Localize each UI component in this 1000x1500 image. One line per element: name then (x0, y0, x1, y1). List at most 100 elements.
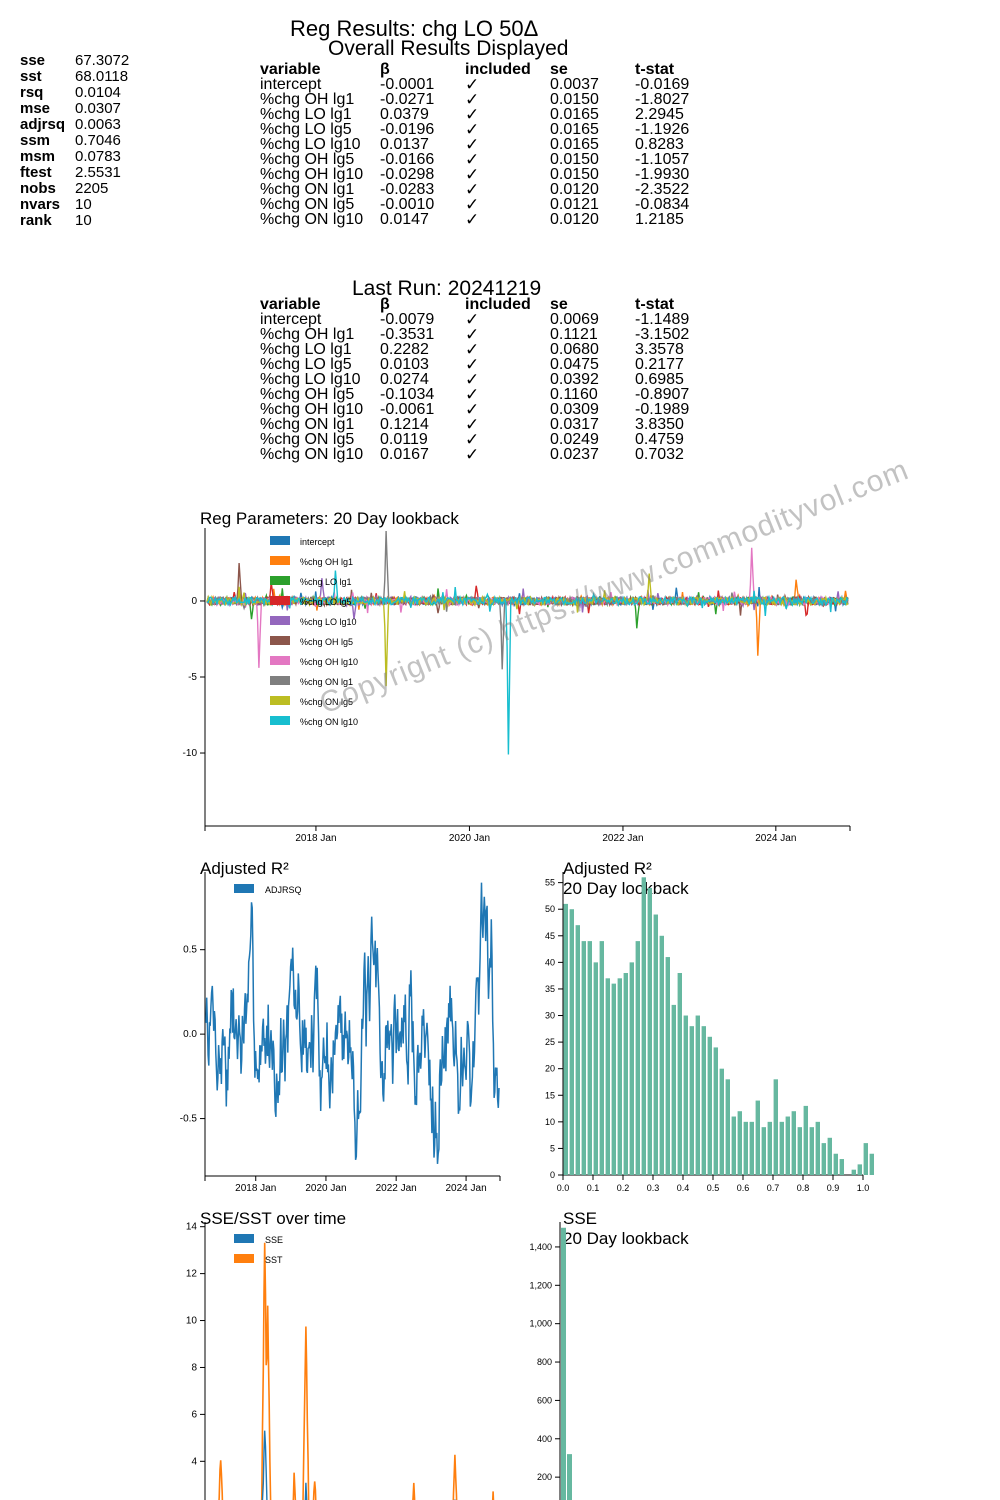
table-cell: %chg ON lg10 (260, 446, 364, 463)
histogram-bar (785, 1116, 790, 1175)
histogram-bar (839, 1159, 844, 1175)
legend-swatch (270, 596, 290, 605)
table-cell: 0.1121 (550, 326, 598, 343)
table-cell: -0.1034 (380, 386, 435, 403)
legend-swatch (270, 676, 290, 685)
table-cell: 0.4759 (635, 431, 684, 448)
last-run-title: Last Run: 20241219 (352, 277, 542, 300)
stat-key: ftest (20, 164, 52, 181)
tick-label: 10 (545, 1117, 555, 1127)
table-cell: β (380, 296, 390, 313)
adjr2-hist-title: Adjusted R² (563, 859, 652, 878)
tick-label: 0.5 (707, 1183, 720, 1193)
legend-label: %chg ON lg10 (300, 717, 358, 727)
tick-label: 15 (545, 1090, 555, 1100)
table-cell: 0.0274 (380, 371, 429, 388)
table-cell: 0.0475 (550, 356, 599, 373)
legend-swatch (270, 656, 290, 665)
tick-label: 2020 Jan (449, 833, 490, 844)
tick-label: 0.1 (587, 1183, 600, 1193)
check-icon: ✓ (465, 180, 480, 199)
tick-label: 1,000 (529, 1319, 552, 1329)
legend-swatch (270, 716, 290, 725)
table-cell: 0.0120 (550, 211, 599, 228)
table-cell: -2.3522 (635, 181, 690, 198)
table-cell: -0.0271 (380, 91, 435, 108)
table-row: %chg ON lg5 -0.0010 ✓ 0.0121 -0.0834 (260, 196, 720, 213)
legend-label: %chg LO lg5 (300, 597, 352, 607)
sse-sst-title: SSE/SST over time (200, 1209, 347, 1228)
histogram-bar (851, 1169, 856, 1175)
reg-params-title: Reg Parameters: 20 Day lookback (200, 509, 459, 528)
check-icon: ✓ (465, 400, 480, 419)
tick-label: 400 (537, 1434, 552, 1444)
table-cell: 0.7032 (635, 446, 684, 463)
stat-key: ssm (20, 132, 51, 149)
tick-label: 25 (545, 1037, 555, 1047)
stat-key: rank (20, 212, 52, 229)
stat-value: 68.0118 (75, 68, 129, 85)
histogram-bar (743, 1121, 748, 1175)
histogram-bar (803, 1105, 808, 1175)
tick-label: 5 (550, 1143, 555, 1153)
table-cell: 0.0121 (550, 196, 599, 213)
tick-label: -10 (183, 748, 198, 759)
table-row: intercept -0.0079 ✓ 0.0069 -1.1489 (260, 311, 720, 328)
sse-hist-title: SSE (563, 1209, 598, 1228)
tick-label: 0.0 (183, 1029, 197, 1040)
table-cell: 0.1214 (380, 416, 429, 433)
legend-swatch (270, 556, 290, 565)
table-cell: 0.0237 (550, 446, 599, 463)
histogram-bar (779, 1121, 784, 1175)
histogram-bar (749, 1121, 754, 1175)
table-row: %chg ON lg1 0.1214 ✓ 0.0317 3.8350 (260, 416, 720, 433)
histogram-bar (561, 1227, 566, 1500)
table-cell: %chg OH lg5 (260, 151, 355, 168)
table-cell: 0.0069 (550, 311, 599, 328)
table-cell: %chg LO lg10 (260, 136, 361, 153)
table-cell: 0.0150 (550, 166, 599, 183)
stat-key: sse (20, 52, 46, 69)
check-icon: ✓ (465, 75, 480, 94)
histogram-bar (713, 1047, 718, 1175)
histogram-bar (827, 1137, 832, 1175)
tick-label: 10 (186, 1316, 198, 1327)
table-cell: -1.9930 (635, 166, 690, 183)
stats-list: sse 67.3072 sst 68.0118 rsq 0.0104 mse 0.0307 ad… (20, 53, 129, 229)
check-icon: ✓ (465, 325, 480, 344)
tick-label: 14 (186, 1222, 198, 1233)
table-row: %chg ON lg5 0.0119 ✓ 0.0249 0.4759 (260, 431, 720, 448)
histogram-bar (593, 962, 598, 1175)
legend-label: %chg OH lg1 (300, 557, 353, 567)
table-cell: %chg OH lg1 (260, 91, 355, 108)
table-cell: 0.0379 (380, 106, 429, 123)
tick-label: -5 (188, 672, 197, 683)
legend-swatch (234, 884, 254, 893)
tick-label: 1,200 (529, 1280, 552, 1290)
table-row: %chg OH lg5 -0.1034 ✓ 0.1160 -0.8907 (260, 386, 720, 403)
histogram-bar (587, 941, 592, 1175)
histogram-bar (665, 957, 670, 1175)
legend-swatch (270, 536, 290, 545)
series-line (205, 882, 500, 1164)
check-icon: ✓ (465, 445, 480, 464)
table-cell: variable (260, 61, 321, 78)
stat-row: mse 0.0307 (20, 101, 129, 117)
table-cell: %chg LO lg5 (260, 356, 352, 373)
stat-value: 10 (75, 212, 92, 229)
table-cell: -1.1926 (635, 121, 690, 138)
histogram-bar (725, 1079, 730, 1175)
tick-label: 2018 Jan (295, 833, 336, 844)
table-cell: t-stat (635, 296, 675, 313)
stat-value: 67.3072 (75, 52, 130, 69)
table-cell: 1.2185 (635, 211, 684, 228)
table-cell: 0.0165 (550, 106, 599, 123)
stat-row: nobs 2205 (20, 181, 129, 197)
legend-swatch (270, 636, 290, 645)
table-cell: %chg ON lg5 (260, 431, 355, 448)
legend-label: %chg LO lg10 (300, 617, 357, 627)
tick-label: 800 (537, 1357, 552, 1367)
histogram-bar (683, 1015, 688, 1175)
table-cell: -3.1502 (635, 326, 690, 343)
histogram-bar (821, 1143, 826, 1175)
